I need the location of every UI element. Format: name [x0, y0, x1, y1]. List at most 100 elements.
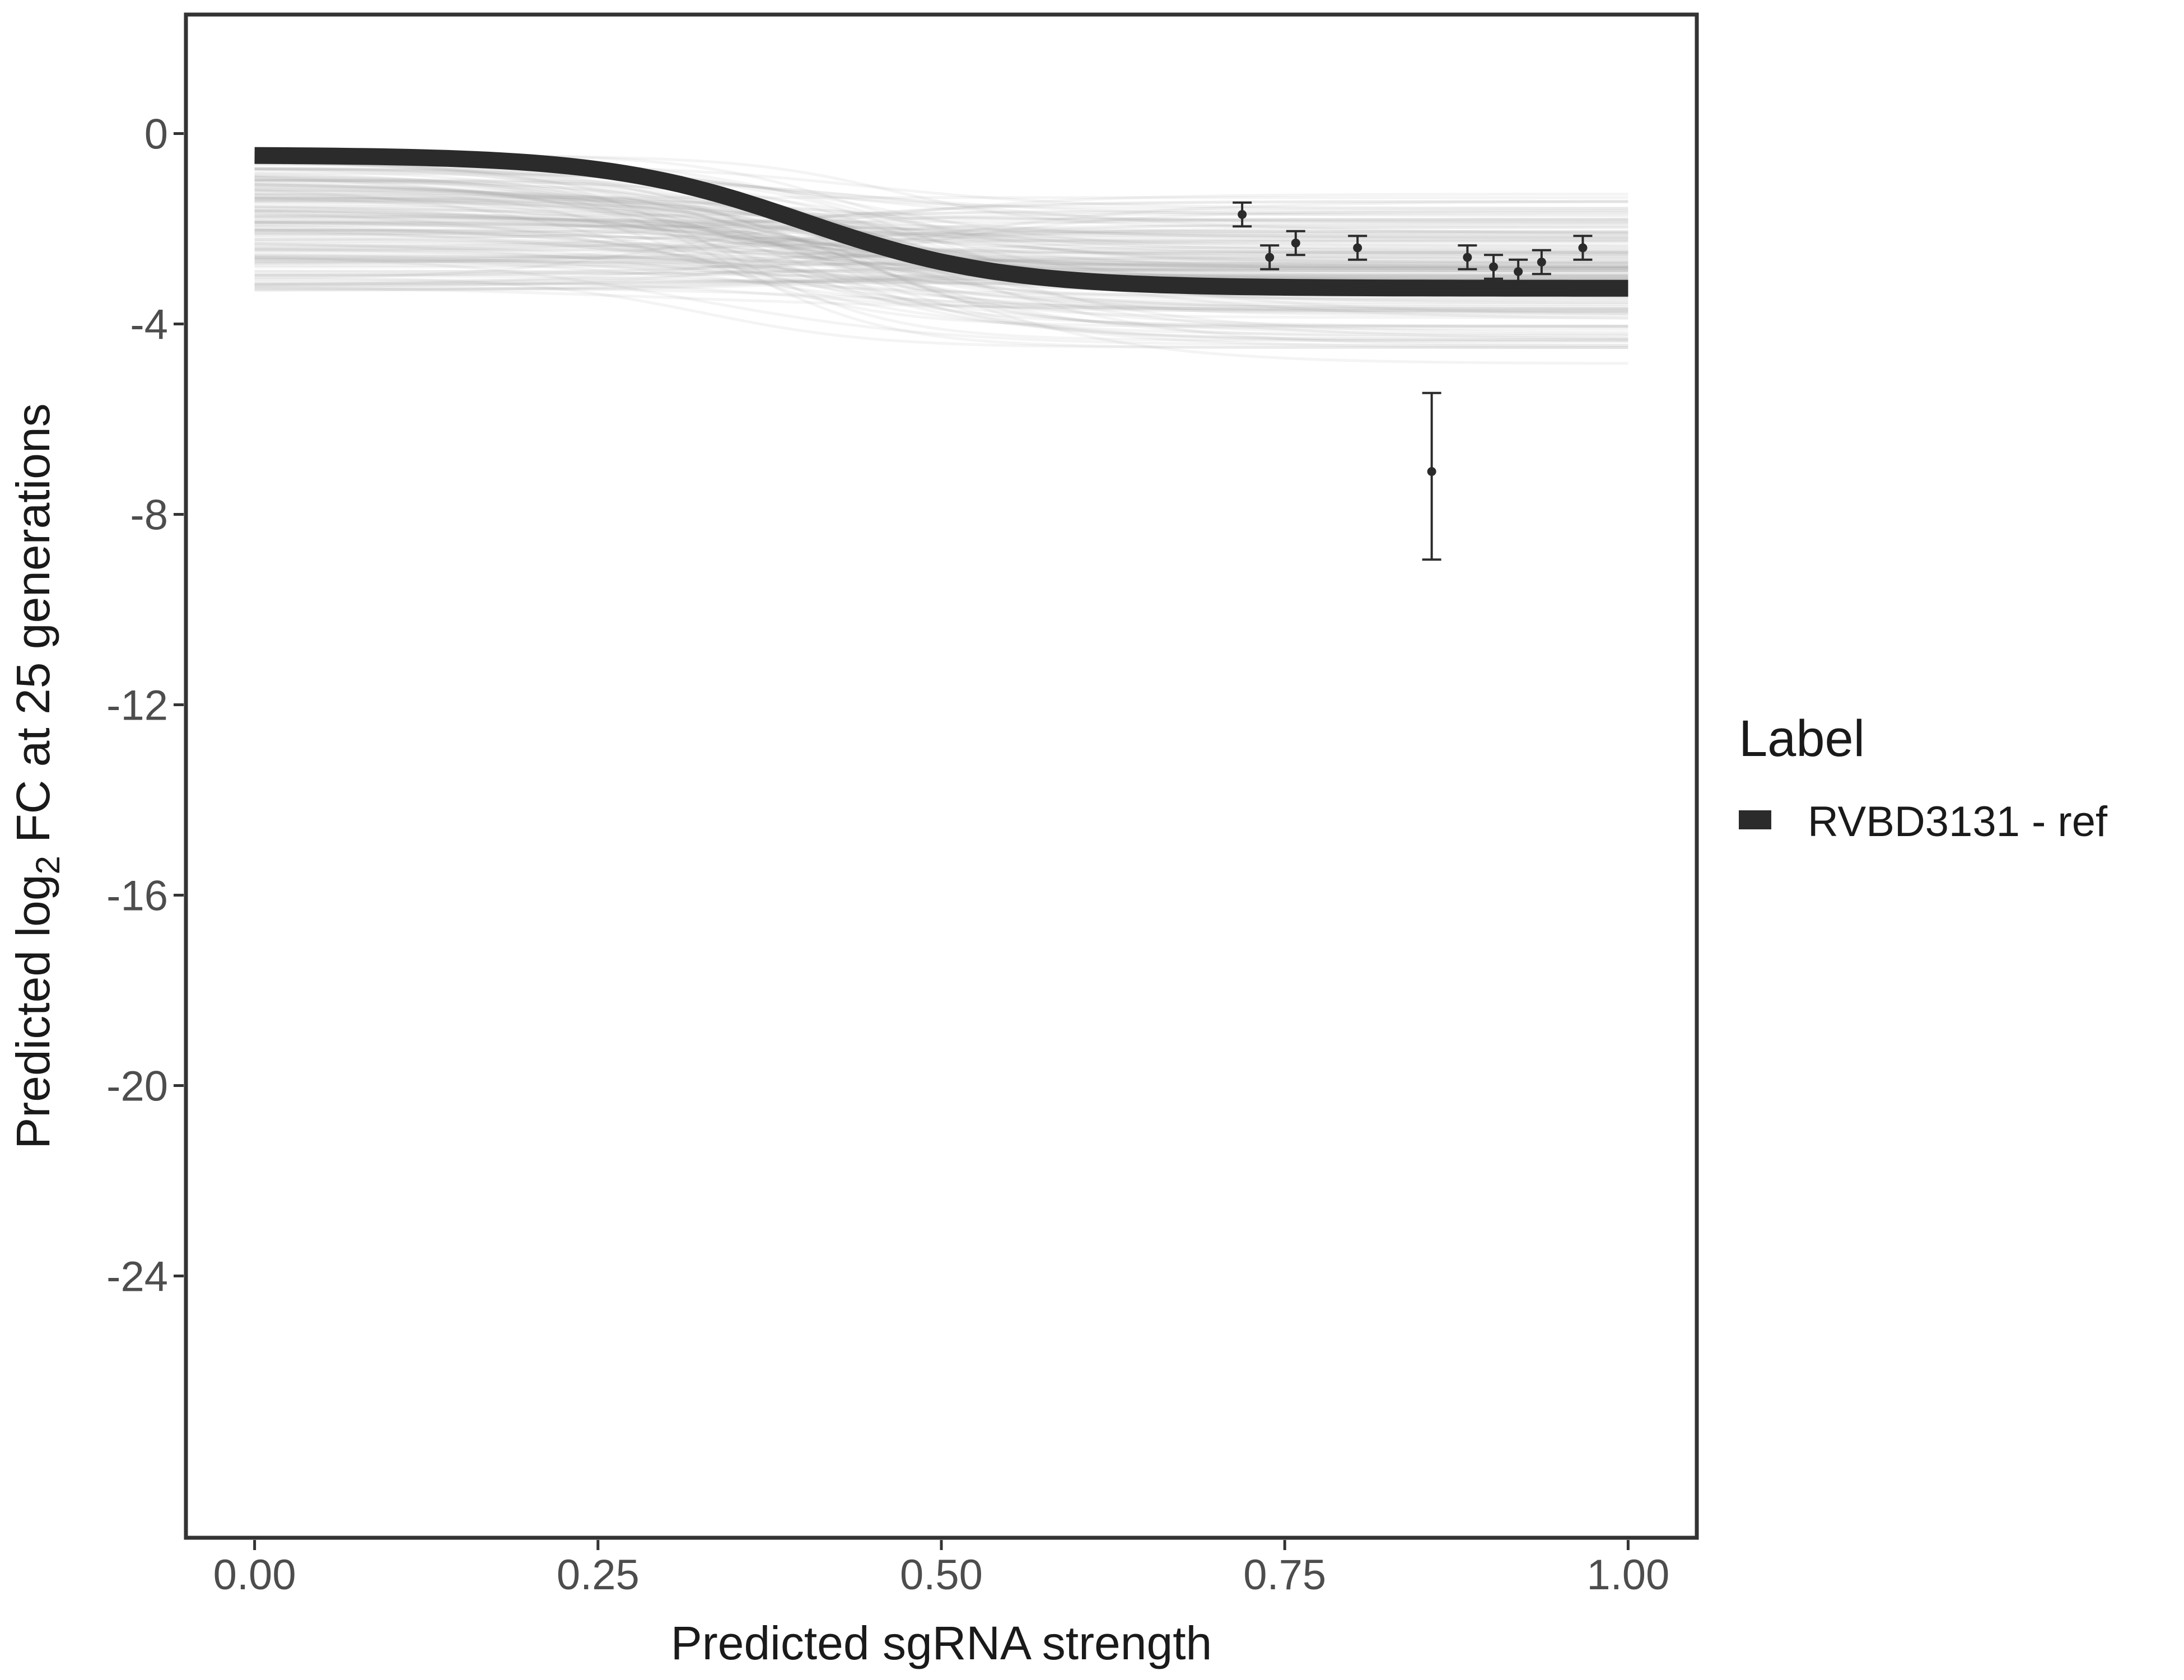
main-curve-group: [254, 147, 1628, 297]
posterior-curve: [254, 228, 1628, 268]
posterior-curve: [254, 199, 1628, 221]
posterior-curve: [254, 156, 1628, 272]
y-tick-label: -4: [130, 301, 168, 349]
posterior-curve: [254, 180, 1628, 306]
posterior-curve: [254, 219, 1628, 224]
legend-key: [1739, 810, 1771, 829]
data-point: [1532, 249, 1551, 276]
posterior-curve: [254, 269, 1628, 277]
posterior-curve: [254, 186, 1628, 255]
posterior-curve: [254, 211, 1628, 217]
legend-title: Label: [1739, 710, 1865, 767]
x-axis: 0.00 0.25 0.50 0.75 1.00: [213, 1540, 1669, 1599]
posterior-curve: [254, 200, 1628, 319]
posterior-curve: [254, 212, 1628, 280]
posterior-curve: [254, 188, 1628, 328]
y-tick-label: 0: [144, 111, 168, 158]
posterior-curve: [254, 172, 1628, 302]
y-tick-label: -8: [130, 492, 168, 539]
y-axis-title-prefix: Predicted log: [7, 874, 59, 1149]
posterior-curve: [254, 167, 1628, 251]
posterior-curve: [254, 267, 1628, 292]
data-points: [1233, 201, 1593, 561]
point-marker: [1488, 262, 1498, 272]
posterior-curve: [254, 193, 1628, 349]
posterior-curve: [254, 197, 1628, 347]
posterior-curve: [254, 183, 1628, 265]
posterior-curve: [254, 175, 1628, 315]
main-curve: [254, 147, 1628, 297]
legend-label: RVBD3131 - ref: [1808, 798, 2108, 846]
data-point: [1573, 235, 1593, 261]
posterior-curve: [254, 230, 1628, 251]
posterior-curve: [254, 200, 1628, 286]
posterior-curve: [254, 167, 1628, 235]
posterior-curve: [254, 218, 1628, 265]
posterior-curve: [254, 178, 1628, 342]
posterior-curve: [254, 232, 1628, 315]
point-marker: [1353, 243, 1362, 253]
posterior-curve: [254, 236, 1628, 328]
posterior-curve: [254, 280, 1628, 311]
posterior-curve: [254, 267, 1628, 291]
posterior-curve: [254, 276, 1628, 349]
posterior-curve: [254, 197, 1628, 221]
point-marker: [1265, 253, 1275, 262]
posterior-curve: [254, 223, 1628, 239]
posterior-curve: [254, 256, 1628, 347]
x-tick-label: 0.75: [1243, 1551, 1326, 1599]
posterior-curve: [254, 175, 1628, 261]
posterior-curve: [254, 167, 1628, 342]
posterior-curve: [254, 199, 1628, 241]
y-tick-label: -20: [106, 1063, 168, 1110]
posterior-curve: [254, 220, 1628, 236]
posterior-curve: [254, 221, 1628, 256]
posterior-curve: [254, 196, 1628, 273]
posterior-curve: [254, 242, 1628, 281]
posterior-curve: [254, 221, 1628, 301]
posterior-curve: [254, 273, 1628, 286]
posterior-curve: [254, 193, 1628, 223]
posterior-curve: [254, 183, 1628, 310]
posterior-curve: [254, 160, 1628, 253]
posterior-curve: [254, 189, 1628, 330]
posterior-curve: [254, 276, 1628, 287]
posterior-curve: [254, 209, 1628, 232]
posterior-curve: [254, 253, 1628, 328]
plot-frame: [184, 12, 1699, 1540]
posterior-curve: [254, 209, 1628, 288]
posterior-curve: [254, 183, 1628, 248]
data-point: [1483, 254, 1503, 280]
posterior-curve: [254, 226, 1628, 264]
point-marker: [1537, 258, 1546, 267]
posterior-curve: [254, 198, 1628, 240]
x-tick-label: 0.00: [213, 1551, 296, 1599]
point-marker: [1514, 267, 1523, 276]
posterior-curve: [254, 197, 1628, 240]
x-tick-label: 0.25: [557, 1551, 640, 1599]
legend: Label RVBD3131 - ref: [1739, 710, 2108, 846]
y-tick-label: -16: [106, 872, 168, 920]
posterior-curve: [254, 242, 1628, 314]
point-marker: [1463, 253, 1472, 262]
posterior-curve: [254, 286, 1628, 313]
posterior-curve: [254, 216, 1628, 246]
posterior-curve: [254, 278, 1628, 292]
posterior-curve: [254, 246, 1628, 273]
posterior-curve: [254, 189, 1628, 365]
data-point: [1348, 235, 1368, 261]
posterior-curve: [254, 211, 1628, 336]
posterior-curve: [254, 200, 1628, 236]
posterior-curve: [254, 239, 1628, 250]
posterior-curve: [254, 221, 1628, 304]
point-marker: [1427, 467, 1436, 476]
posterior-curve: [254, 217, 1628, 254]
posterior-curve: [254, 220, 1628, 238]
posterior-curve: [254, 206, 1628, 311]
posterior-curve: [254, 166, 1628, 218]
y-axis: 0 -4 -8 -12 -16 -20 -24: [106, 111, 184, 1301]
x-tick-label: 0.50: [900, 1551, 983, 1599]
posterior-curve: [254, 161, 1628, 277]
posterior-curve: [254, 286, 1628, 311]
